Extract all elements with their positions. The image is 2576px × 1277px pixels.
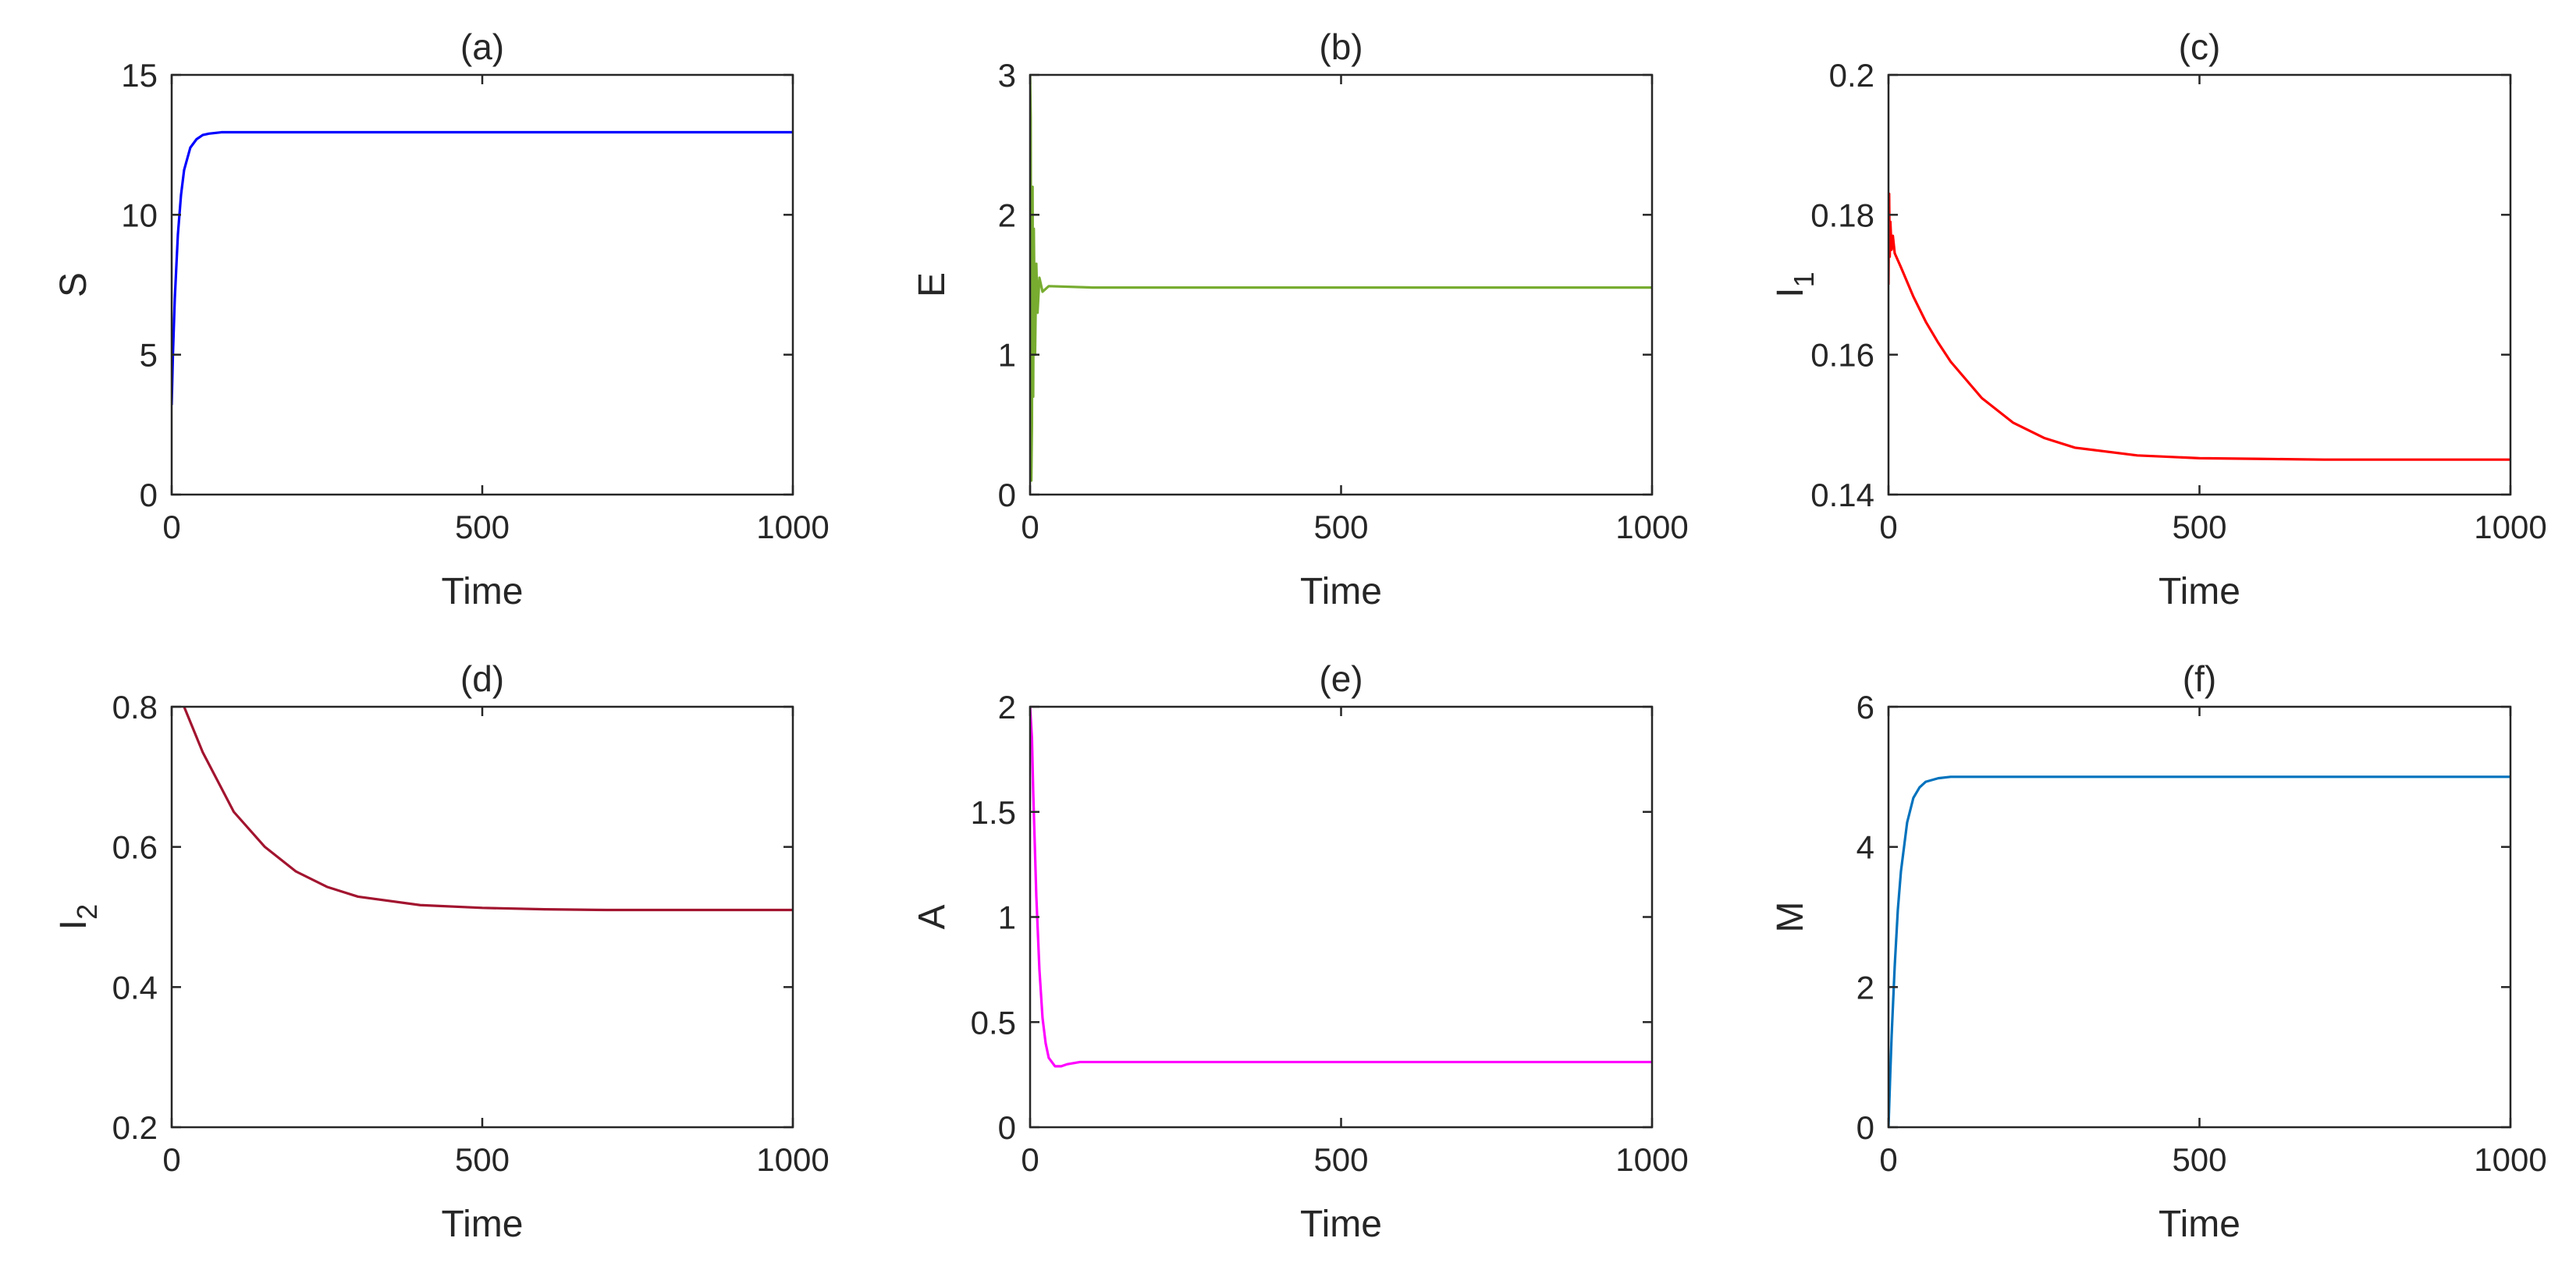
y-tick-label: 0 — [998, 477, 1016, 513]
x-tick-label: 0 — [1879, 509, 1897, 545]
y-tick-label: 2 — [998, 197, 1016, 233]
y-tick-label: 1 — [998, 899, 1016, 936]
y-axis-label-text: M — [1770, 902, 1811, 933]
x-tick-label: 1000 — [2474, 509, 2546, 545]
y-axis-label-subscript: 1 — [1788, 271, 1820, 287]
y-axis-label: E — [911, 272, 953, 297]
y-axis-label-text: S — [53, 272, 94, 297]
subplot-title: (b) — [1319, 27, 1363, 67]
x-tick-label: 500 — [455, 509, 510, 545]
x-tick-label: 500 — [2172, 509, 2226, 545]
axes-box — [170, 705, 794, 1129]
y-tick-label: 3 — [998, 57, 1016, 94]
y-tick-label: 4 — [1856, 829, 1874, 866]
series-line-M — [1888, 775, 2510, 1127]
y-tick-label: 1.5 — [971, 794, 1016, 831]
x-tick-label: 500 — [455, 1141, 510, 1178]
axes-box — [1029, 705, 1654, 1129]
x-axis-label: Time — [1300, 571, 1382, 612]
x-tick-label: 0 — [1021, 509, 1039, 545]
series-line-E — [1030, 75, 1652, 482]
y-tick-label: 5 — [140, 337, 158, 374]
y-tick-label: 0.4 — [112, 969, 158, 1006]
y-tick-label: 0.5 — [971, 1004, 1016, 1041]
x-tick-label: 500 — [1313, 509, 1368, 545]
y-axis-label: M — [1770, 902, 1811, 933]
y-tick-label: 1 — [998, 337, 1016, 374]
subplot-f: 0 500 1000 0 2 4 6 (f) Time M — [1770, 658, 2547, 1245]
y-tick-label: 0.2 — [1829, 57, 1874, 94]
y-tick-label: 0 — [140, 477, 158, 513]
subplot-title: (e) — [1319, 658, 1363, 699]
x-axis-label: Time — [442, 571, 524, 612]
y-tick-label: 0.2 — [112, 1109, 158, 1146]
x-tick-label: 0 — [162, 1141, 180, 1178]
x-axis-label: Time — [1300, 1204, 1382, 1245]
subplot-a: 0 500 1000 0 5 10 15 (a) Time S — [53, 27, 830, 612]
y-tick-label: 0.14 — [1810, 477, 1874, 513]
x-axis-label: Time — [2159, 571, 2240, 612]
y-axis-label-text: I — [1770, 287, 1811, 297]
series-line-S — [172, 130, 793, 406]
x-tick-label: 1000 — [756, 509, 829, 545]
x-tick-label: 500 — [2172, 1141, 2226, 1178]
x-tick-label: 1000 — [1615, 1141, 1688, 1178]
y-tick-label: 0 — [998, 1109, 1016, 1146]
y-axis-label-subscript: 2 — [71, 904, 103, 920]
y-axis-label: A — [911, 904, 953, 929]
axes-box — [1887, 73, 2512, 496]
subplot-d: 0 500 1000 0.2 0.4 0.6 0.8 (d) Time I2 — [53, 658, 830, 1245]
subplot-b: 0 500 1000 0 1 2 3 (b) Time E — [911, 27, 1689, 612]
x-tick-label: 1000 — [1615, 509, 1688, 545]
x-tick-label: 0 — [1021, 1141, 1039, 1178]
y-axis-label-text: A — [911, 904, 953, 929]
axes-box — [1887, 705, 2512, 1129]
x-axis-label: Time — [442, 1204, 524, 1245]
y-tick-label: 2 — [1856, 969, 1874, 1006]
x-tick-label: 1000 — [756, 1141, 829, 1178]
series-line-I1 — [1888, 192, 2510, 461]
subplot-c: 0 500 1000 0.14 0.16 0.18 0.2 (c) Time I1 — [1770, 27, 2547, 612]
subplot-title: (c) — [2179, 27, 2221, 67]
x-tick-label: 0 — [1879, 1141, 1897, 1178]
y-axis-label: I1 — [1770, 271, 1820, 297]
y-tick-label: 2 — [998, 689, 1016, 725]
y-tick-label: 0.18 — [1810, 197, 1874, 233]
subplot-title: (a) — [460, 27, 504, 67]
y-axis-label-text: E — [911, 272, 953, 297]
axes-box — [170, 73, 794, 496]
y-tick-label: 10 — [121, 197, 158, 233]
y-tick-label: 0 — [1856, 1109, 1874, 1146]
x-tick-label: 500 — [1313, 1141, 1368, 1178]
y-axis-label: I2 — [53, 904, 103, 930]
y-tick-label: 6 — [1856, 689, 1874, 725]
subplot-e: 0 500 1000 0 0.5 1 1.5 2 (e) Time A — [911, 658, 1689, 1245]
y-axis-label: S — [53, 272, 94, 297]
y-tick-label: 0.8 — [112, 689, 158, 725]
series-line-I2 — [183, 707, 793, 912]
series-line-A — [1030, 707, 1652, 1068]
y-tick-label: 0.6 — [112, 829, 158, 866]
y-axis-label-text: I — [53, 920, 94, 930]
y-tick-label: 0.16 — [1810, 337, 1874, 374]
axes-box — [1029, 73, 1654, 496]
y-tick-label: 15 — [121, 57, 158, 94]
subplot-title: (f) — [2183, 658, 2216, 699]
subplot-title: (d) — [460, 658, 504, 699]
x-tick-label: 0 — [162, 509, 180, 545]
x-axis-label: Time — [2159, 1204, 2240, 1245]
x-tick-label: 1000 — [2474, 1141, 2546, 1178]
